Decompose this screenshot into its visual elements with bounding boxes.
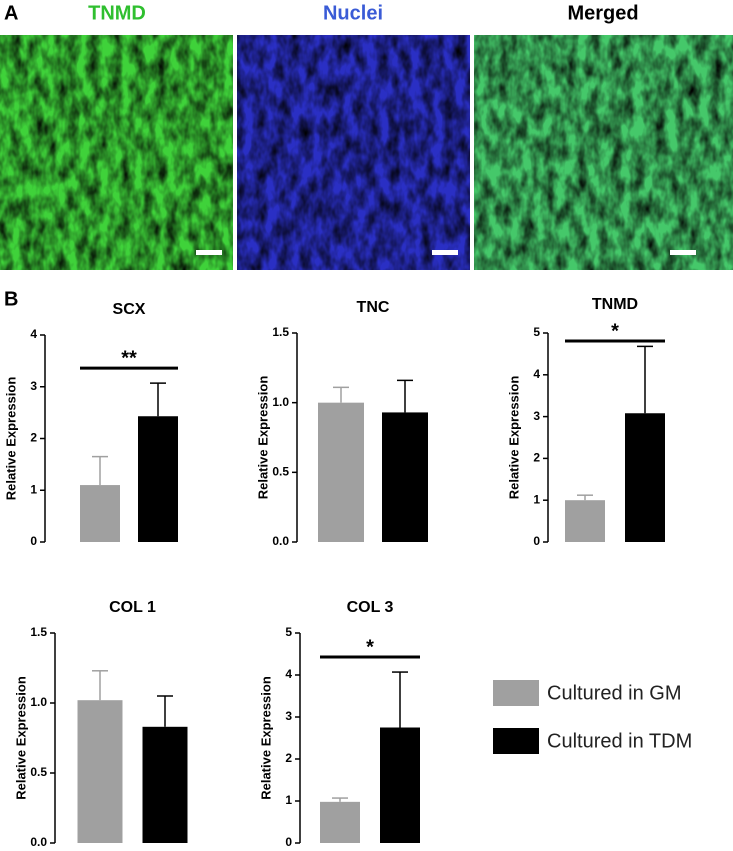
bar: [142, 726, 188, 843]
image-label: Merged: [567, 2, 638, 24]
error-bar: [637, 345, 653, 414]
panel-label: B: [4, 288, 18, 310]
bar: [77, 700, 123, 843]
significance-label: **: [121, 347, 137, 369]
error-bar: [332, 797, 348, 802]
error-bar: [157, 695, 173, 727]
chart-title: COL 3: [347, 599, 394, 616]
y-tick-label: 0.5: [272, 465, 289, 479]
y-axis-label: Relative Expression: [258, 676, 273, 800]
y-tick-label: 2: [30, 431, 37, 445]
y-tick-label: 1: [285, 793, 292, 807]
y-tick-label: 4: [30, 327, 37, 341]
y-tick-label: 1.0: [30, 695, 47, 709]
y-axis-label: Relative Expression: [506, 376, 521, 500]
legend-label: Cultured in TDM: [547, 730, 692, 752]
y-tick-label: 1.5: [30, 625, 47, 639]
y-tick-label: 2: [533, 451, 540, 465]
legend-label: Cultured in GM: [547, 682, 682, 704]
y-axis-label: Relative Expression: [3, 377, 18, 501]
y-tick-label: 4: [533, 367, 540, 381]
error-bar: [392, 671, 408, 728]
chart-title: TNC: [357, 299, 390, 316]
y-tick-label: 0: [533, 534, 540, 548]
panel-label: A: [4, 2, 18, 24]
micrograph: [474, 35, 733, 270]
error-bar: [150, 382, 166, 417]
y-tick-label: 3: [533, 409, 540, 423]
y-tick-label: 0.0: [272, 534, 289, 548]
y-tick-label: 5: [285, 625, 292, 639]
image-label: TNMD: [88, 2, 146, 24]
chart-title: COL 1: [109, 599, 156, 616]
error-bar: [333, 386, 349, 403]
y-tick-label: 0: [285, 835, 292, 849]
y-tick-label: 2: [285, 751, 292, 765]
bar: [565, 500, 605, 542]
bar: [138, 416, 178, 542]
y-axis-label: Relative Expression: [13, 676, 28, 800]
bar: [382, 412, 428, 542]
chart-title: TNMD: [592, 296, 638, 313]
y-tick-label: 1.5: [272, 325, 289, 339]
significance-label: *: [611, 320, 619, 342]
y-tick-label: 1: [533, 492, 540, 506]
error-bar: [92, 670, 108, 701]
y-tick-label: 1.0: [272, 395, 289, 409]
legend-swatch: [493, 728, 539, 754]
bar: [625, 413, 665, 542]
bar: [80, 485, 120, 542]
image-label: Nuclei: [323, 2, 383, 24]
y-tick-label: 0.0: [30, 835, 47, 849]
chart-title: SCX: [113, 301, 146, 318]
micrograph: [0, 35, 233, 270]
y-tick-label: 0: [30, 534, 37, 548]
bar: [318, 402, 364, 542]
significance-label: *: [366, 636, 374, 658]
legend-swatch: [493, 680, 539, 706]
error-bar: [92, 455, 108, 486]
micrograph: [237, 35, 470, 270]
y-tick-label: 0.5: [30, 765, 47, 779]
y-axis-label: Relative Expression: [255, 376, 270, 500]
y-tick-label: 3: [30, 379, 37, 393]
bar: [380, 727, 420, 843]
error-bar: [577, 494, 593, 501]
error-bar: [397, 379, 413, 413]
bar: [320, 801, 360, 843]
y-tick-label: 5: [533, 325, 540, 339]
y-tick-label: 3: [285, 709, 292, 723]
y-tick-label: 1: [30, 482, 37, 496]
y-tick-label: 4: [285, 667, 292, 681]
